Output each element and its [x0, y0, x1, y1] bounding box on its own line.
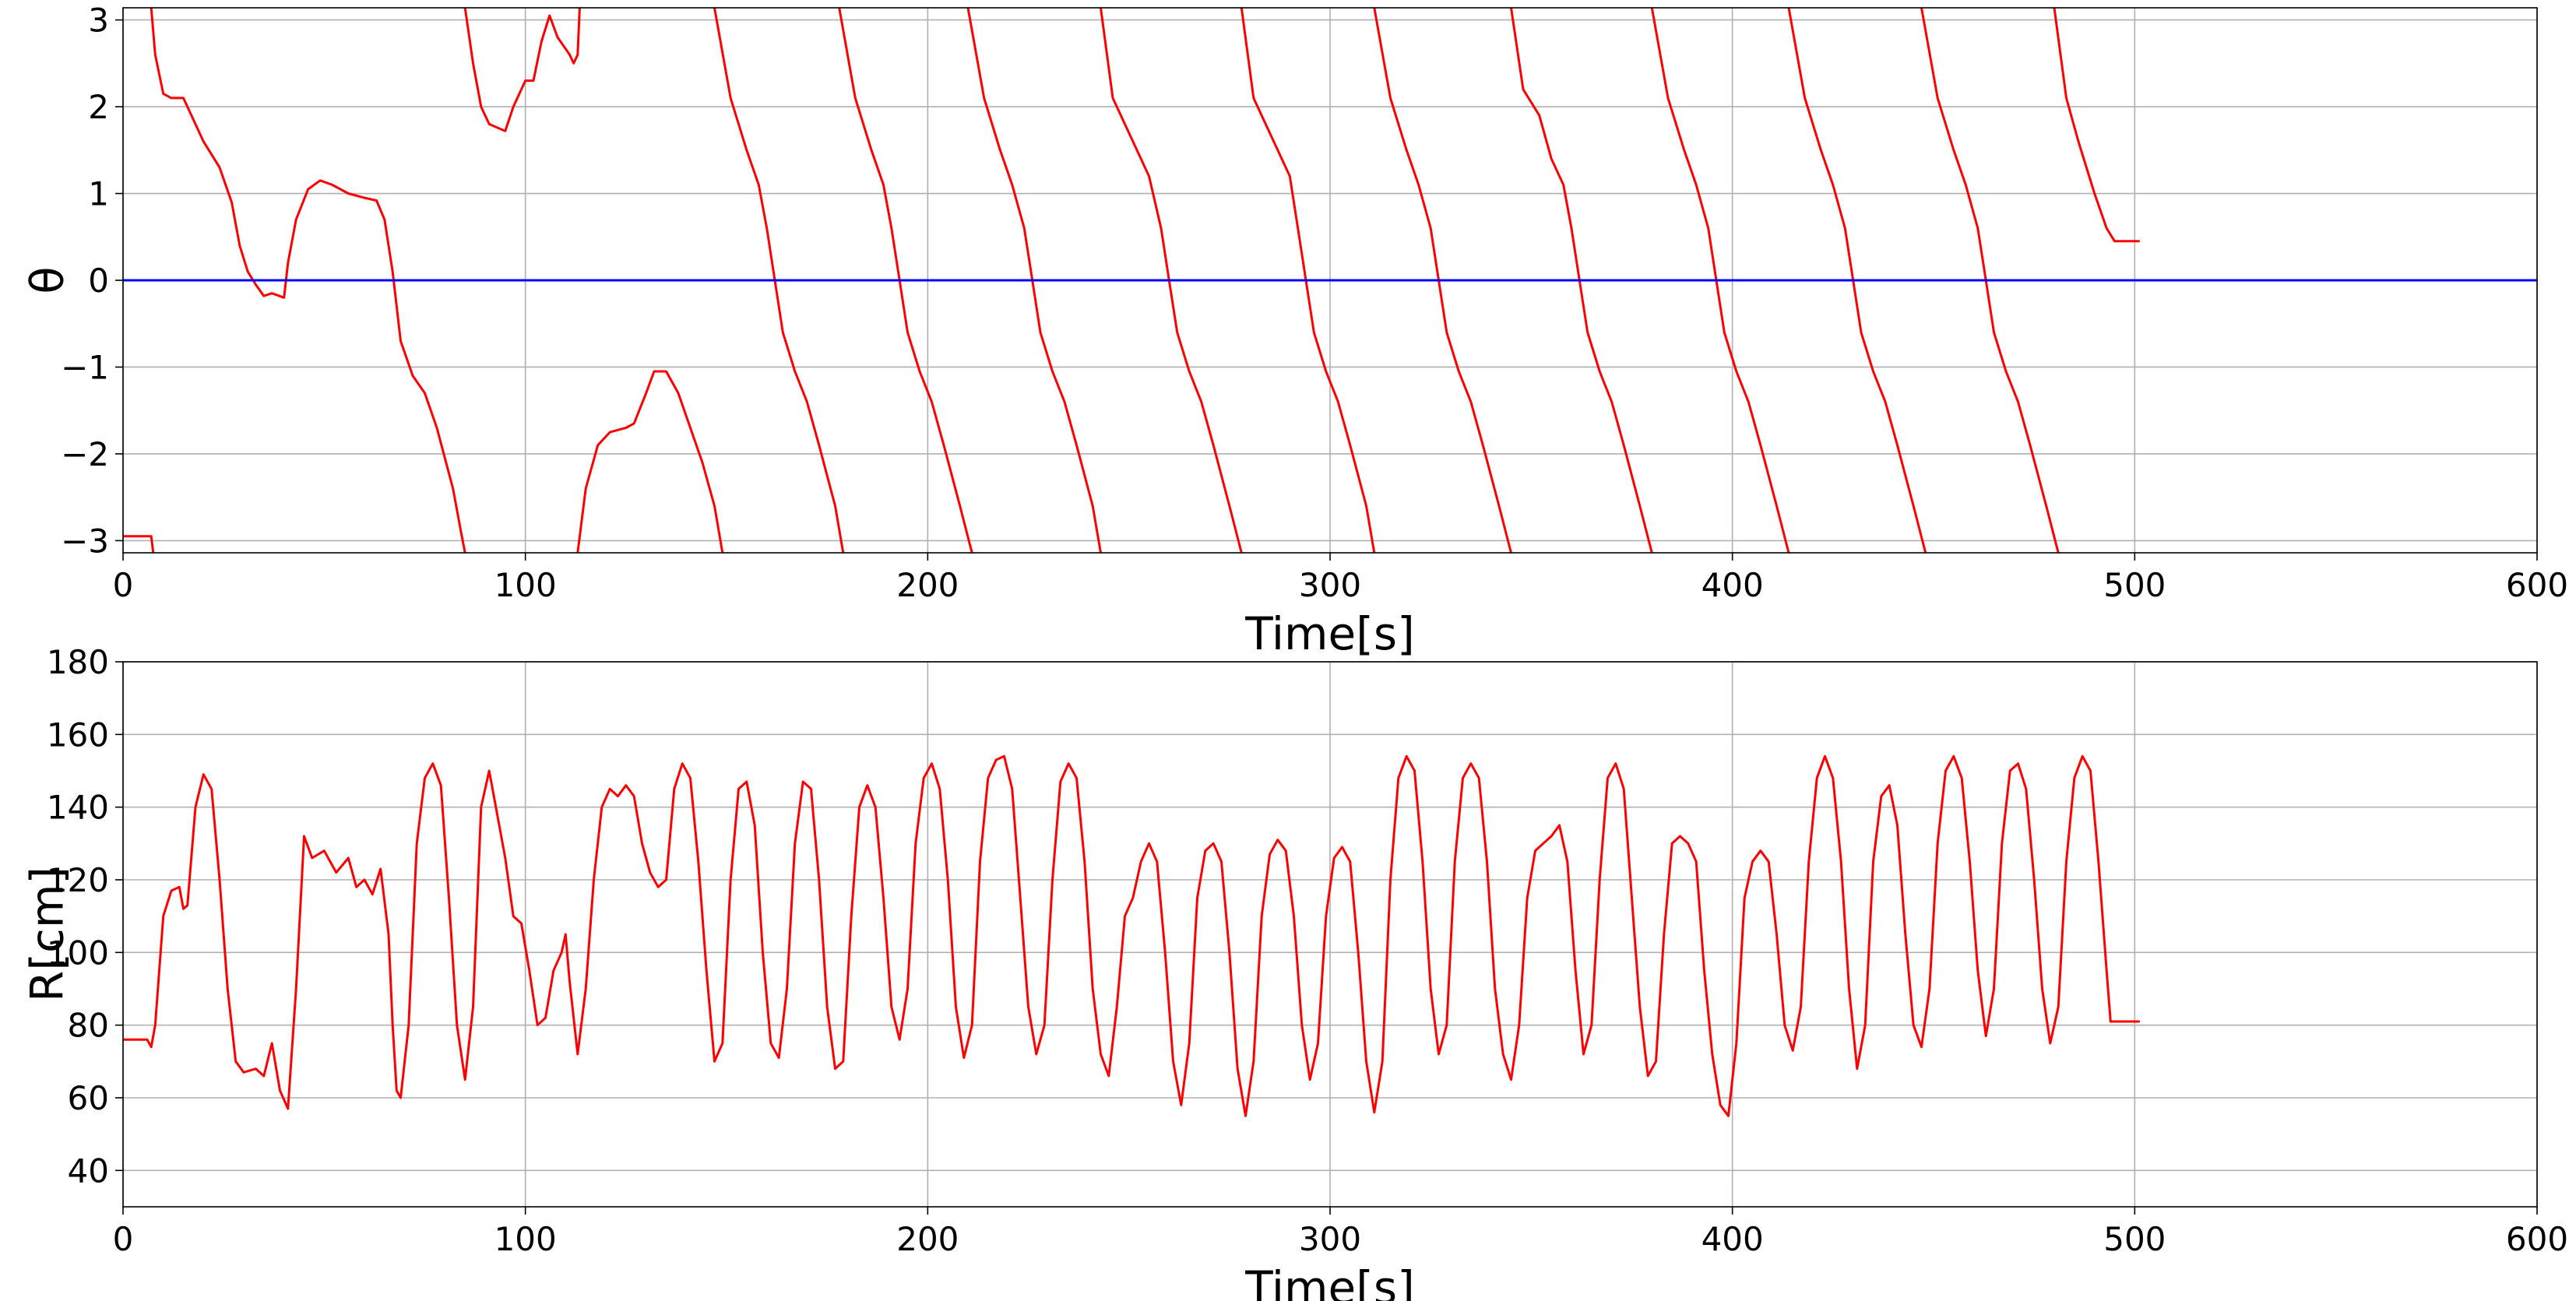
theta-x-tick-label: 200: [896, 566, 959, 604]
radius-y-tick-label: 160: [47, 716, 109, 754]
theta-x-ticks: 0 100 200 300 400 500 600: [113, 553, 2568, 604]
radius-x-tick-label: 400: [1701, 1220, 1764, 1258]
theta-x-tick-label: 600: [2506, 566, 2568, 604]
theta-x-tick-label: 0: [113, 566, 134, 604]
theta-series-0-segment: [123, 535, 155, 553]
radius-x-tick-label: 0: [113, 1220, 134, 1258]
theta-series: [123, 8, 2537, 553]
theta-series-0-segment: [150, 8, 466, 553]
theta-x-tick-label: 300: [1299, 566, 1361, 604]
theta-series-0-segment: [1787, 8, 1927, 553]
radius-x-tick-label: 500: [2103, 1220, 2166, 1258]
radius-plot: 0 100 200 300 400 500 600 40 60 80 100 120 140 160 18…: [20, 643, 2568, 1301]
theta-y-tick-label: −2: [61, 435, 109, 473]
theta-y-axis-label: θ: [20, 266, 73, 294]
radius-x-tick-label: 600: [2506, 1220, 2568, 1258]
theta-y-tick-label: 2: [88, 88, 109, 126]
theta-series-0-segment: [713, 8, 845, 553]
radius-y-ticks: 40 60 80 100 120 140 160 180: [47, 643, 123, 1190]
theta-series-0-segment: [1920, 8, 2060, 553]
radius-y-tick-label: 40: [68, 1152, 109, 1190]
theta-x-tick-label: 500: [2103, 566, 2166, 604]
radius-y-tick-label: 100: [47, 934, 109, 972]
theta-series-0-segment: [2053, 8, 2140, 243]
theta-series-0-segment: [966, 8, 1102, 553]
theta-x-tick-label: 400: [1701, 566, 1764, 604]
radius-x-ticks: 0 100 200 300 400 500 600: [113, 1207, 2568, 1258]
theta-x-tick-label: 100: [494, 566, 557, 604]
radius-x-tick-label: 300: [1299, 1220, 1361, 1258]
theta-y-ticks: −3 −2 −1 0 1 2 3: [61, 2, 123, 560]
radius-x-tick-label: 100: [494, 1220, 557, 1258]
radius-x-tick-label: 200: [896, 1220, 959, 1258]
theta-series-0-segment: [576, 370, 724, 553]
radius-series-0-segment: [123, 754, 2140, 1117]
radius-y-tick-label: 140: [47, 789, 109, 827]
theta-series-0-segment: [463, 8, 581, 132]
theta-series-0-segment: [1373, 8, 1512, 553]
theta-y-tick-label: 3: [88, 2, 109, 40]
theta-y-tick-label: 0: [88, 262, 109, 300]
radius-y-tick-label: 180: [47, 643, 109, 681]
radius-y-axis-label: R[cm]: [20, 867, 73, 1002]
radius-series: [123, 754, 2140, 1117]
theta-plot: 0 100 200 300 400 500 600 −3 −2 −1 0 1 2 3 Time[s] θ: [20, 2, 2568, 660]
radius-y-tick-label: 60: [68, 1079, 109, 1117]
theta-series-0-segment: [838, 8, 973, 553]
theta-series-0-segment: [1650, 8, 1790, 553]
radius-y-tick-label: 120: [47, 861, 109, 899]
theta-x-axis-label: Time[s]: [1244, 607, 1414, 660]
theta-y-tick-label: 1: [88, 175, 109, 213]
theta-y-tick-label: −3: [61, 522, 109, 560]
radius-y-tick-label: 80: [68, 1007, 109, 1045]
theta-y-tick-label: −1: [61, 348, 109, 386]
radius-x-axis-label: Time[s]: [1244, 1261, 1414, 1301]
